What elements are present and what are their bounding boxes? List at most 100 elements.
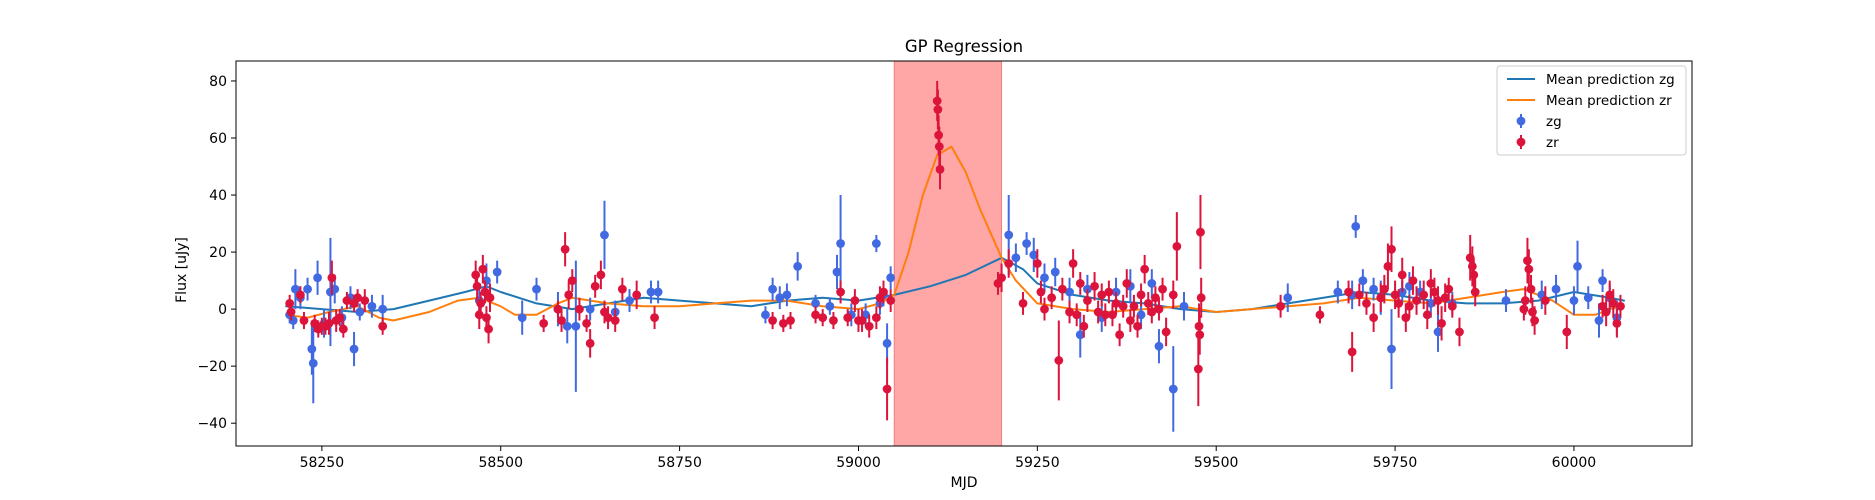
data-point — [768, 316, 778, 325]
data-point — [829, 316, 838, 325]
data-point — [857, 316, 867, 325]
data-point — [492, 267, 502, 277]
data-point — [768, 284, 778, 294]
data-point — [886, 296, 896, 305]
data-point — [610, 316, 620, 325]
data-point — [1526, 284, 1536, 294]
data-point — [338, 324, 348, 334]
data-point — [761, 310, 770, 320]
data-point — [1519, 304, 1529, 314]
data-point — [1419, 290, 1429, 300]
data-point — [1195, 330, 1205, 340]
data-point — [517, 313, 527, 323]
data-point — [1404, 301, 1414, 311]
data-point — [286, 307, 296, 317]
legend-label: zr — [1546, 135, 1559, 151]
data-point — [1470, 287, 1480, 297]
data-point — [1111, 299, 1121, 308]
data-point — [560, 244, 570, 254]
y-tick-label: 40 — [209, 188, 227, 204]
data-point — [553, 304, 563, 314]
data-point — [1315, 310, 1325, 320]
data-point — [653, 287, 663, 297]
data-point — [1583, 293, 1593, 303]
y-tick-label: −20 — [197, 359, 227, 375]
x-tick-label: 59500 — [1194, 455, 1239, 471]
data-point — [313, 273, 322, 283]
data-point — [1154, 341, 1164, 351]
data-point — [1333, 287, 1343, 297]
data-point — [360, 296, 370, 305]
data-point — [1562, 327, 1572, 337]
data-point — [811, 310, 820, 320]
data-point — [1433, 327, 1443, 337]
data-point — [1426, 279, 1436, 288]
data-point — [933, 105, 943, 114]
data-point — [532, 284, 541, 294]
data-point — [603, 313, 613, 323]
data-point — [1090, 281, 1099, 291]
data-point — [1447, 301, 1457, 311]
data-point — [1147, 279, 1157, 288]
data-point — [1469, 270, 1479, 280]
data-point — [650, 313, 659, 323]
x-axis-title: MJD — [951, 475, 978, 491]
x-tick-label: 58500 — [478, 455, 523, 471]
data-point — [564, 290, 574, 300]
data-point — [1354, 290, 1364, 300]
data-point — [843, 313, 853, 323]
data-point — [1072, 310, 1082, 320]
data-point — [1276, 301, 1285, 311]
data-point — [1097, 290, 1107, 300]
legend-label: zg — [1546, 114, 1562, 130]
data-point — [349, 344, 359, 354]
data-point — [1147, 307, 1157, 317]
data-point — [1158, 284, 1167, 294]
data-point — [1523, 256, 1532, 266]
data-point — [1179, 301, 1189, 311]
data-point — [811, 299, 820, 308]
data-point — [1344, 287, 1353, 297]
data-point — [1440, 293, 1450, 303]
data-point — [1075, 279, 1085, 288]
data-point — [335, 313, 345, 323]
data-point — [617, 284, 627, 294]
series-line-zg — [285, 256, 1625, 313]
data-point — [367, 301, 377, 311]
data-point — [1022, 239, 1032, 248]
data-point — [1054, 356, 1064, 365]
data-point — [1369, 313, 1379, 323]
data-point — [1379, 284, 1389, 294]
legend-item-mean-prediction-zr: Mean prediction zr — [1507, 93, 1672, 109]
data-point — [1390, 290, 1400, 300]
series-line-zr — [285, 145, 1625, 322]
plot-area: 58250 58500 58750 59000 59250 59500 59750 60000… — [197, 60, 1693, 471]
data-point — [1351, 222, 1361, 231]
data-point — [632, 290, 642, 300]
data-point — [871, 313, 881, 323]
x-tick-label: 59750 — [1373, 455, 1418, 471]
data-point — [1455, 327, 1464, 337]
data-point — [1551, 284, 1561, 294]
x-tick-label: 58750 — [657, 455, 702, 471]
data-point — [1108, 310, 1117, 320]
data-point — [1050, 267, 1060, 277]
data-point — [575, 304, 584, 314]
data-point — [1172, 241, 1182, 251]
legend-box — [1496, 65, 1687, 156]
data-point — [355, 307, 365, 317]
data-point — [775, 293, 785, 303]
data-point — [1540, 296, 1550, 305]
data-point — [1616, 301, 1625, 311]
data-point — [1018, 299, 1028, 308]
data-point — [1387, 244, 1396, 254]
data-point — [1467, 261, 1477, 271]
data-point — [1376, 293, 1386, 303]
data-point — [850, 296, 860, 305]
data-point — [485, 293, 495, 303]
data-point — [1029, 250, 1039, 260]
data-point — [1387, 344, 1396, 354]
data-point — [1104, 287, 1114, 297]
shaded-region — [893, 60, 1003, 447]
